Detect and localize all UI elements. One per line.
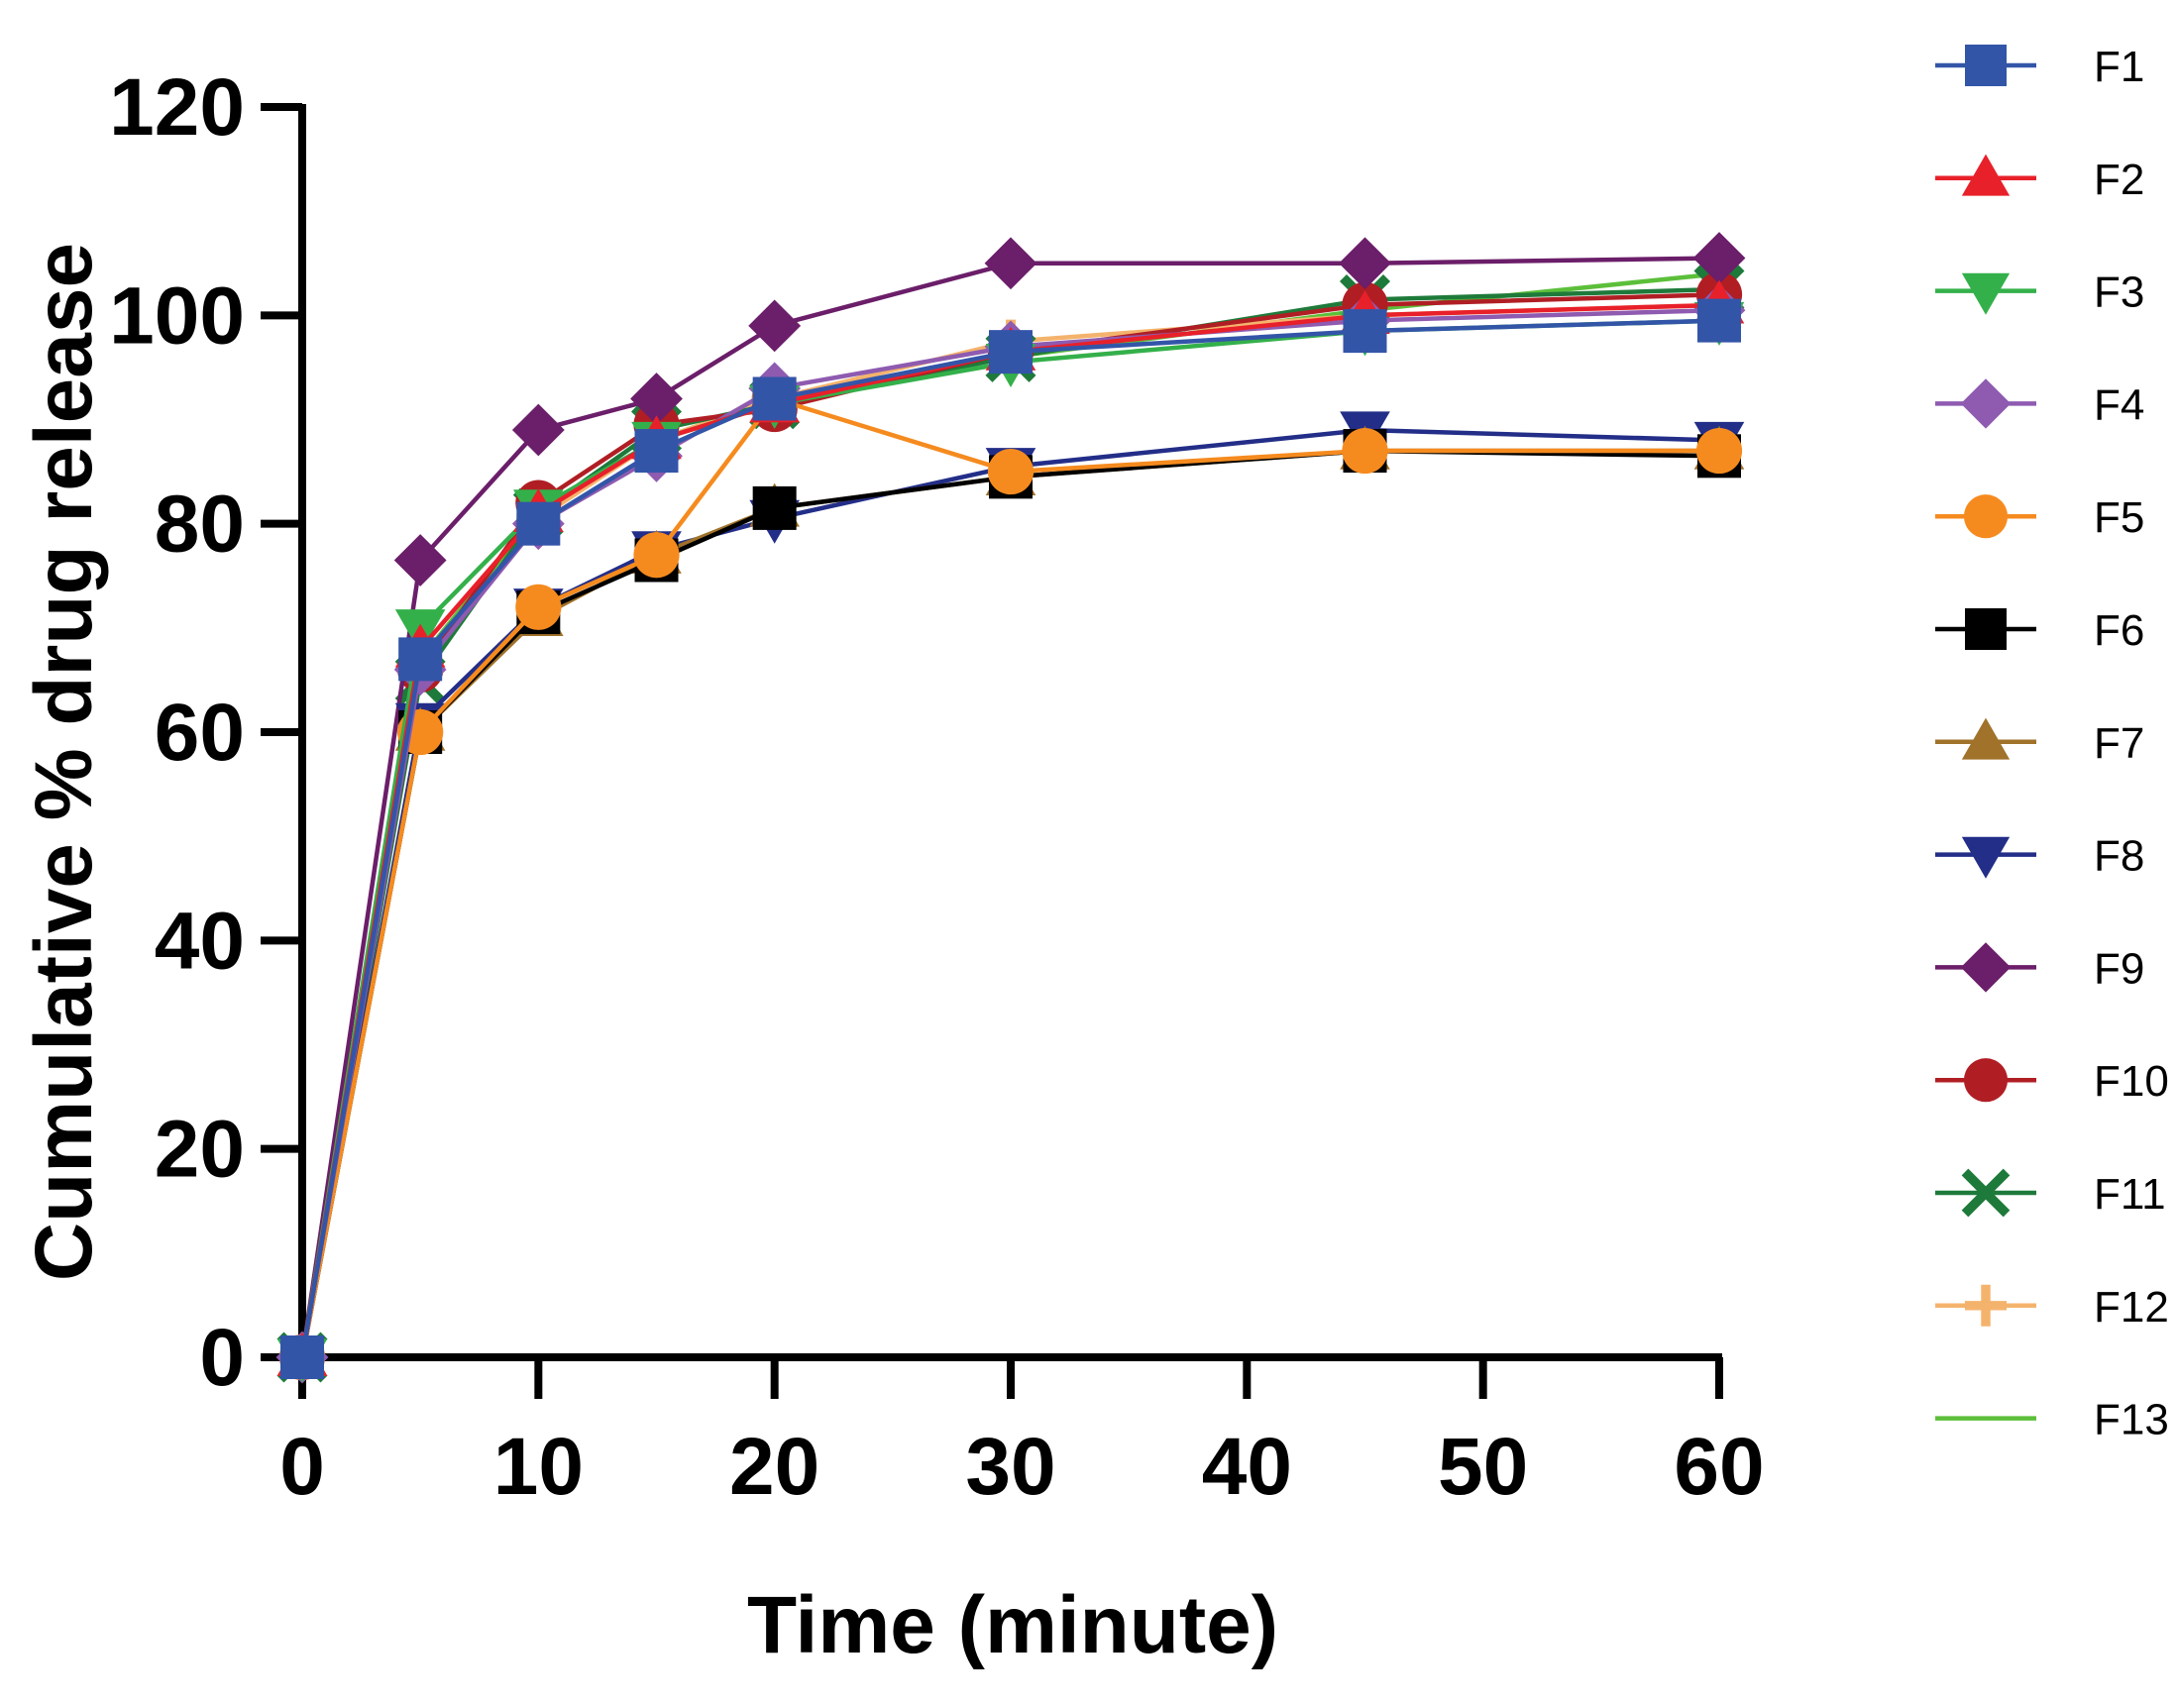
series-line-f9 (299, 256, 1720, 1358)
y-tick-label: 0 (199, 1313, 245, 1403)
legend-label: F8 (2094, 832, 2144, 881)
legend-marker (1965, 1284, 2007, 1327)
x-tick-label: 20 (729, 1422, 819, 1512)
data-point-f1 (752, 376, 797, 421)
series-f2 (276, 279, 1745, 1376)
legend-label: F13 (2094, 1396, 2169, 1444)
data-point-f5 (987, 448, 1035, 495)
data-point-f9 (984, 237, 1037, 290)
x-tick-label: 40 (1202, 1422, 1292, 1512)
legend-marker (1961, 272, 2011, 315)
data-point-f6 (752, 485, 797, 530)
data-point-f1 (634, 429, 679, 474)
legend-marker (1963, 1058, 2009, 1103)
legend-label: F10 (2094, 1057, 2169, 1106)
series-f1 (280, 298, 1741, 1379)
series-f9 (275, 232, 1746, 1384)
legend-marker (1961, 154, 2011, 196)
data-point-f9 (630, 373, 683, 425)
legend-entry-f11: F11 (1935, 1168, 2166, 1219)
legend-marker (1960, 942, 2012, 993)
legend-entry-f13: F13 (1935, 1396, 2169, 1444)
series-f8 (276, 411, 1745, 1383)
legend-entry-f7: F7 (1935, 717, 2144, 768)
legend-entry-f5: F5 (1935, 493, 2144, 542)
series-line-f7 (299, 448, 1719, 1358)
data-point-f9 (511, 403, 565, 457)
data-point-f5 (633, 532, 680, 579)
series-line-f2 (299, 302, 1720, 1358)
x-tick-label: 30 (965, 1422, 1055, 1512)
y-tick-label: 120 (109, 62, 245, 153)
data-point-f1 (280, 1335, 324, 1379)
series-layer (275, 232, 1746, 1384)
legend-entry-f9: F9 (1935, 942, 2144, 993)
series-f12 (280, 282, 1741, 1379)
y-tick-label: 80 (155, 480, 245, 570)
legend-marker (1961, 1168, 2011, 1218)
data-point-f9 (1692, 232, 1746, 284)
data-point-f9 (393, 534, 447, 587)
x-tick-label: 50 (1438, 1422, 1528, 1512)
legend-marker (1960, 378, 2012, 429)
series-line-f6 (299, 448, 1720, 1358)
legend-label: F11 (2094, 1170, 2166, 1219)
axes-group: 0 20 40 60 80 100 120 0 10 20 30 40 50 60 (109, 62, 1764, 1512)
x-axis-title: Time (minute) (747, 1580, 1278, 1670)
data-point-f1 (1697, 298, 1741, 343)
data-point-f1 (989, 330, 1033, 374)
x-tick-label: 0 (279, 1422, 325, 1512)
legend-entry-f4: F4 (1935, 378, 2144, 429)
legend-label: F7 (2094, 719, 2144, 768)
x-tick-label: 60 (1674, 1422, 1764, 1512)
y-axis-title: Cumulative % drug release (19, 243, 109, 1281)
legend-marker (1965, 45, 2007, 86)
legend: F1 F2 F3 F4 F5 F6 F7 F8 F9 F10 F11 F12 F13 (1935, 43, 2169, 1444)
y-tick-label: 40 (155, 896, 245, 986)
legend-label: F9 (2094, 944, 2144, 993)
legend-label: F4 (2094, 380, 2144, 429)
series-f10 (278, 271, 1743, 1381)
legend-entry-f10: F10 (1935, 1057, 2169, 1106)
y-tick-label: 60 (155, 688, 245, 778)
x-tick-label: 10 (493, 1422, 584, 1512)
legend-marker (1965, 608, 2007, 650)
data-point-f9 (1339, 237, 1391, 290)
data-point-f1 (398, 637, 443, 682)
y-tick-label: 100 (109, 270, 245, 361)
series-line-f5 (299, 396, 1719, 1358)
legend-label: F1 (2094, 43, 2144, 91)
data-point-f5 (515, 584, 562, 630)
data-point-f9 (748, 299, 802, 353)
legend-label: F2 (2094, 156, 2144, 204)
legend-entry-f12: F12 (1935, 1283, 2169, 1332)
y-tick-label: 20 (155, 1105, 245, 1195)
legend-label: F6 (2094, 606, 2144, 655)
legend-entry-f2: F2 (1935, 154, 2144, 204)
legend-label: F12 (2094, 1283, 2169, 1332)
legend-entry-f1: F1 (1935, 43, 2144, 91)
legend-label: F5 (2094, 493, 2144, 542)
series-line-f8 (299, 427, 1720, 1358)
legend-entry-f8: F8 (1935, 832, 2144, 881)
data-point-f5 (1342, 427, 1388, 475)
legend-label: F3 (2094, 268, 2144, 317)
legend-entry-f3: F3 (1935, 268, 2144, 317)
series-f5 (278, 375, 1743, 1381)
legend-marker (1961, 717, 2011, 760)
legend-entry-f6: F6 (1935, 606, 2144, 655)
legend-marker (1961, 836, 2011, 879)
data-point-f1 (1343, 309, 1387, 354)
data-point-f1 (516, 501, 561, 546)
data-point-f5 (1695, 427, 1743, 475)
legend-marker (1963, 494, 2009, 539)
series-line-f1 (299, 318, 1720, 1358)
